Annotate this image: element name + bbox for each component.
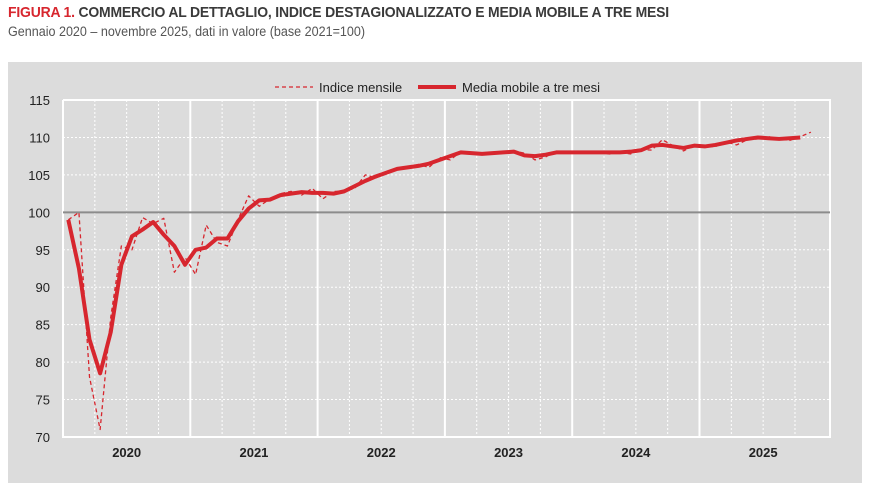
y-tick-label: 110 xyxy=(29,130,50,145)
chart-title: FIGURA 1. COMMERCIO AL DETTAGLIO, INDICE… xyxy=(8,4,669,21)
legend-label: Media mobile a tre mesi xyxy=(462,80,600,95)
figure-label: FIGURA 1. xyxy=(8,4,75,21)
y-tick-label: 115 xyxy=(29,93,50,108)
y-tick-label: 105 xyxy=(28,168,50,183)
series-line-media-mobile xyxy=(66,135,801,376)
x-tick-label: 2020 xyxy=(112,445,141,460)
y-tick-label: 75 xyxy=(36,393,50,408)
y-tick-label: 70 xyxy=(36,430,50,445)
y-tick-label: 95 xyxy=(36,243,50,258)
y-tick-label: 100 xyxy=(28,205,50,220)
chart-subtitle: Gennaio 2020 – novembre 2025, dati in va… xyxy=(8,24,366,39)
plot-border xyxy=(62,99,831,438)
chart-panel xyxy=(8,62,862,483)
y-tick-label: 85 xyxy=(36,318,50,333)
y-tick-label: 90 xyxy=(36,280,50,295)
y-tick-label: 80 xyxy=(36,355,50,370)
legend-label: Indice mensile xyxy=(319,80,402,95)
x-tick-label: 2022 xyxy=(367,445,396,460)
x-tick-label: 2021 xyxy=(239,445,268,460)
figure-title: COMMERCIO AL DETTAGLIO, INDICE DESTAGION… xyxy=(78,4,669,21)
x-tick-label: 2024 xyxy=(621,445,651,460)
x-tick-label: 2023 xyxy=(494,445,523,460)
x-tick-label: 2025 xyxy=(749,445,778,460)
